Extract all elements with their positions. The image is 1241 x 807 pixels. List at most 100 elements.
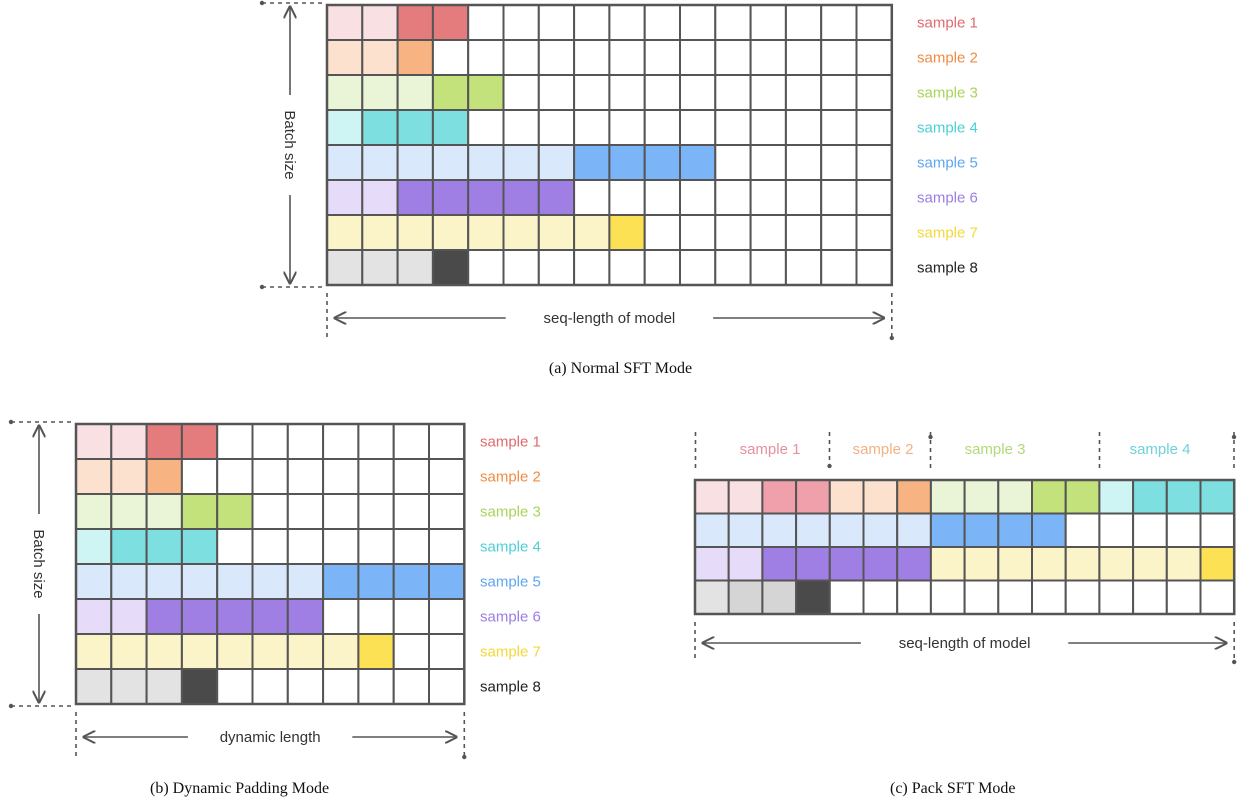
- a-cell-r6-c13: [749, 179, 787, 216]
- a-cell-r7-c11: [679, 214, 717, 251]
- a-cell-r6-c15: [820, 179, 858, 216]
- c-cell-r1-c12: [1064, 479, 1101, 515]
- c-cell-r1-c16: [1199, 479, 1236, 515]
- c-grid-border: [693, 478, 1236, 616]
- b-cell-r8-c2: [110, 668, 148, 705]
- a-cell-r3-c2: [361, 74, 399, 111]
- b-cell-r3-c5: [216, 493, 254, 530]
- c-cell-r3-c1: [694, 546, 730, 582]
- a-cell-r5-c16: [855, 144, 893, 181]
- a-cell-r2-c4: [431, 39, 470, 76]
- c-cell-r3-c13: [1098, 546, 1135, 582]
- a-cell-r7-c16: [855, 214, 893, 251]
- b-dot-bottom: [8, 703, 14, 709]
- a-cell-r2-c2: [361, 39, 399, 76]
- b-cell-r3-c1: [75, 493, 113, 530]
- c-header-dot-2: [928, 434, 933, 440]
- a-cell-r2-c11: [679, 39, 717, 76]
- b-cell-r5-c9: [357, 563, 395, 600]
- a-cell-r7-c14: [784, 214, 823, 251]
- b-cell-r4-c8: [322, 528, 360, 565]
- a-cell-r5-c8: [573, 144, 611, 181]
- b-cell-r4-c10: [392, 528, 431, 565]
- a-cell-r8-c10: [643, 249, 682, 286]
- c-cell-r2-c7: [896, 512, 932, 548]
- a-cell-r6-c8: [573, 179, 611, 216]
- c-cell-r3-c15: [1165, 546, 1202, 582]
- a-row-label-1: sample 1: [917, 15, 978, 32]
- a-cell-r2-c5: [467, 39, 505, 76]
- b-cell-r6-c10: [392, 598, 431, 635]
- b-cell-r7-c5: [216, 633, 254, 670]
- c-cell-r4-c15: [1165, 579, 1202, 615]
- c-cell-r3-c6: [862, 546, 899, 582]
- c-header-dot-1: [827, 463, 832, 469]
- a-cell-r8-c16: [855, 249, 893, 286]
- b-cell-r7-c3: [145, 633, 183, 670]
- b-cell-r6-c4: [180, 598, 219, 635]
- a-cell-r6-c1: [326, 179, 364, 216]
- b-cell-r2-c8: [322, 458, 360, 495]
- a-row-label-4: sample 4: [917, 120, 978, 137]
- a-cell-r8-c3: [396, 249, 434, 286]
- b-cell-r3-c4: [180, 493, 219, 530]
- c-cell-r1-c8: [929, 479, 966, 515]
- b-cell-r7-c11: [428, 633, 466, 670]
- a-cell-r1-c7: [537, 4, 576, 41]
- c-cell-r2-c14: [1132, 512, 1168, 548]
- a-cell-r5-c15: [820, 144, 858, 181]
- b-cell-r2-c4: [180, 458, 219, 495]
- b-cell-r5-c6: [251, 563, 289, 600]
- b-row-label-3: sample 3: [480, 504, 541, 521]
- a-cell-r7-c1: [326, 214, 364, 251]
- a-cell-r5-c7: [537, 144, 576, 181]
- a-cell-r8-c15: [820, 249, 858, 286]
- a-cell-r6-c6: [502, 179, 540, 216]
- b-cell-r7-c4: [180, 633, 219, 670]
- c-length-label: seq-length of model: [899, 635, 1031, 652]
- b-cell-r3-c10: [392, 493, 431, 530]
- b-cell-r7-c9: [357, 633, 395, 670]
- b-cell-r6-c7: [286, 598, 325, 635]
- a-row-label-3: sample 3: [917, 85, 978, 102]
- b-row-label-7: sample 7: [480, 644, 541, 661]
- a-cell-r2-c15: [820, 39, 858, 76]
- c-cell-r2-c1: [694, 512, 730, 548]
- a-cell-r5-c9: [608, 144, 646, 181]
- a-cell-r7-c12: [714, 214, 752, 251]
- b-row-label-8: sample 8: [480, 679, 541, 696]
- b-cell-r8-c6: [251, 668, 289, 705]
- b-cell-r4-c5: [216, 528, 254, 565]
- b-cell-r2-c6: [251, 458, 289, 495]
- b-cell-r5-c2: [110, 563, 148, 600]
- a-cell-r8-c11: [679, 249, 717, 286]
- a-cell-r4-c16: [855, 109, 893, 146]
- c-cell-r1-c14: [1132, 479, 1168, 515]
- b-cell-r2-c5: [216, 458, 254, 495]
- b-batch-size-label: Batch size: [30, 529, 47, 598]
- c-cell-r2-c13: [1098, 512, 1135, 548]
- a-cell-r4-c4: [431, 109, 470, 146]
- c-header-label-4: sample 4: [1130, 441, 1191, 458]
- c-cell-r1-c3: [761, 479, 798, 515]
- b-cell-r1-c2: [110, 423, 148, 460]
- a-cell-r2-c6: [502, 39, 540, 76]
- c-header-label-3: sample 3: [965, 441, 1026, 458]
- a-cell-r3-c11: [679, 74, 717, 111]
- b-cell-r2-c9: [357, 458, 395, 495]
- b-cell-r1-c8: [322, 423, 360, 460]
- a-cell-r8-c1: [326, 249, 364, 286]
- c-cell-r4-c6: [862, 579, 899, 615]
- a-cell-r4-c9: [608, 109, 646, 146]
- a-cell-r4-c2: [361, 109, 399, 146]
- c-cell-r1-c11: [1031, 479, 1067, 515]
- b-cell-r7-c7: [286, 633, 325, 670]
- a-cell-r8-c5: [467, 249, 505, 286]
- c-cell-r1-c15: [1165, 479, 1202, 515]
- b-cell-r2-c7: [286, 458, 325, 495]
- c-cell-r1-c9: [963, 479, 1000, 515]
- b-cell-r6-c5: [216, 598, 254, 635]
- a-cell-r2-c12: [714, 39, 752, 76]
- a-cell-r5-c3: [396, 144, 434, 181]
- a-length-label: seq-length of model: [544, 310, 676, 327]
